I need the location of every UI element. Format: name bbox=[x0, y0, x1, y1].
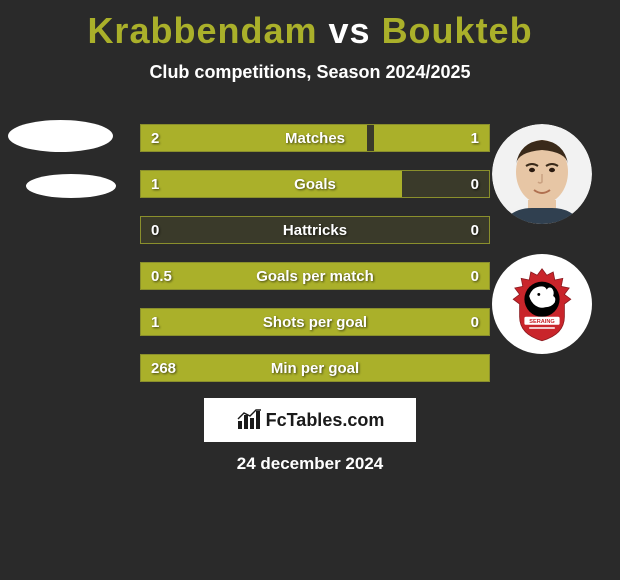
stat-row: 21Matches bbox=[140, 124, 490, 152]
placeholder-ellipse bbox=[26, 174, 116, 198]
stat-right-value: 0 bbox=[471, 171, 479, 197]
player2-name: Boukteb bbox=[382, 10, 533, 51]
bar-fill-left bbox=[141, 125, 367, 151]
bar-fill-left bbox=[141, 263, 489, 289]
bar-fill-left bbox=[141, 309, 489, 335]
stat-row: 0.50Goals per match bbox=[140, 262, 490, 290]
comparison-title: Krabbendam vs Boukteb bbox=[0, 0, 620, 52]
player-face-icon bbox=[492, 124, 592, 224]
bar-fill-right bbox=[374, 125, 489, 151]
stat-right-value: 0 bbox=[471, 217, 479, 243]
brand-text: FcTables.com bbox=[266, 410, 385, 431]
footer-date: 24 december 2024 bbox=[0, 454, 620, 474]
bar-fill-left bbox=[141, 171, 402, 197]
stat-row: 10Goals bbox=[140, 170, 490, 198]
brand-chart-icon bbox=[236, 409, 262, 431]
svg-text:SERAING: SERAING bbox=[529, 319, 555, 325]
placeholder-ellipse bbox=[8, 120, 113, 152]
stat-left-value: 0 bbox=[151, 217, 159, 243]
player-avatar bbox=[492, 124, 592, 224]
title-vs: vs bbox=[329, 10, 371, 51]
stat-row: 0 0Hattricks bbox=[140, 216, 490, 244]
stat-row: 268Min per goal bbox=[140, 354, 490, 382]
brand-box[interactable]: FcTables.com bbox=[204, 398, 416, 442]
club-badge: SERAING bbox=[492, 254, 592, 354]
stat-label: Hattricks bbox=[141, 217, 489, 243]
player1-name: Krabbendam bbox=[87, 10, 317, 51]
club-badge-icon: SERAING bbox=[502, 264, 582, 344]
stat-row: 10Shots per goal bbox=[140, 308, 490, 336]
subtitle: Club competitions, Season 2024/2025 bbox=[0, 62, 620, 83]
bar-fill-left bbox=[141, 355, 489, 381]
stats-bars: 21Matches10Goals00Hattricks0.50Goals per… bbox=[140, 124, 490, 400]
